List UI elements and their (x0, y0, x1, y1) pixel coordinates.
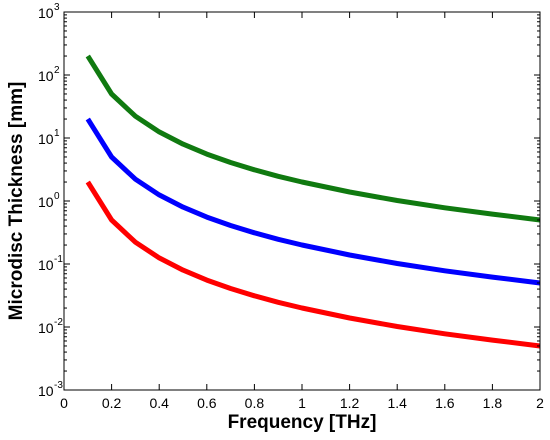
x-tick-label: 0.6 (197, 395, 217, 411)
y-axis-title: Microdisc Thickness [mm] (6, 82, 27, 321)
x-axis-title: Frequency [THz] (228, 412, 377, 433)
x-tick-label: 1 (298, 395, 306, 411)
y-tick-label-exp: 2 (54, 65, 60, 76)
y-tick-label-base: 10 (38, 5, 54, 21)
y-tick-label-base: 10 (38, 383, 54, 399)
y-tick-label-exp: 1 (54, 128, 60, 139)
y-tick-label-base: 10 (38, 131, 54, 147)
plot-area (64, 12, 540, 390)
y-tick-label-exp: -3 (54, 380, 63, 391)
x-tick-labels: 0 0.2 0.4 0.6 0.8 1 1.2 1.4 1.6 1.8 2 (60, 395, 544, 411)
x-tick-label: 0.8 (245, 395, 265, 411)
x-tick-label: 1.2 (340, 395, 360, 411)
series-line-2 (85, 117, 541, 286)
x-tick-label: 2 (536, 395, 544, 411)
x-tick-label: 0 (60, 395, 68, 411)
y-tick-label-base: 10 (38, 320, 54, 336)
series-layer (85, 54, 541, 349)
x-tick-label: 0.2 (102, 395, 122, 411)
y-tick-label-exp: 3 (54, 2, 60, 13)
y-tick-label-exp: 0 (54, 191, 60, 202)
y-tick-label-base: 10 (38, 68, 54, 84)
y-tick-label-exp: -1 (54, 254, 63, 265)
x-tick-label: 1.4 (387, 395, 407, 411)
x-tick-label: 1.8 (483, 395, 503, 411)
series-line-3 (85, 180, 541, 349)
plot-frame (63, 11, 541, 391)
y-tick-label-base: 10 (38, 194, 54, 210)
y-tick-label-exp: -2 (54, 317, 63, 328)
y-tick-label-base: 10 (38, 257, 54, 273)
x-tick-label: 1.6 (435, 395, 455, 411)
x-tick-label: 0.4 (149, 395, 169, 411)
series-line-1 (85, 54, 541, 223)
